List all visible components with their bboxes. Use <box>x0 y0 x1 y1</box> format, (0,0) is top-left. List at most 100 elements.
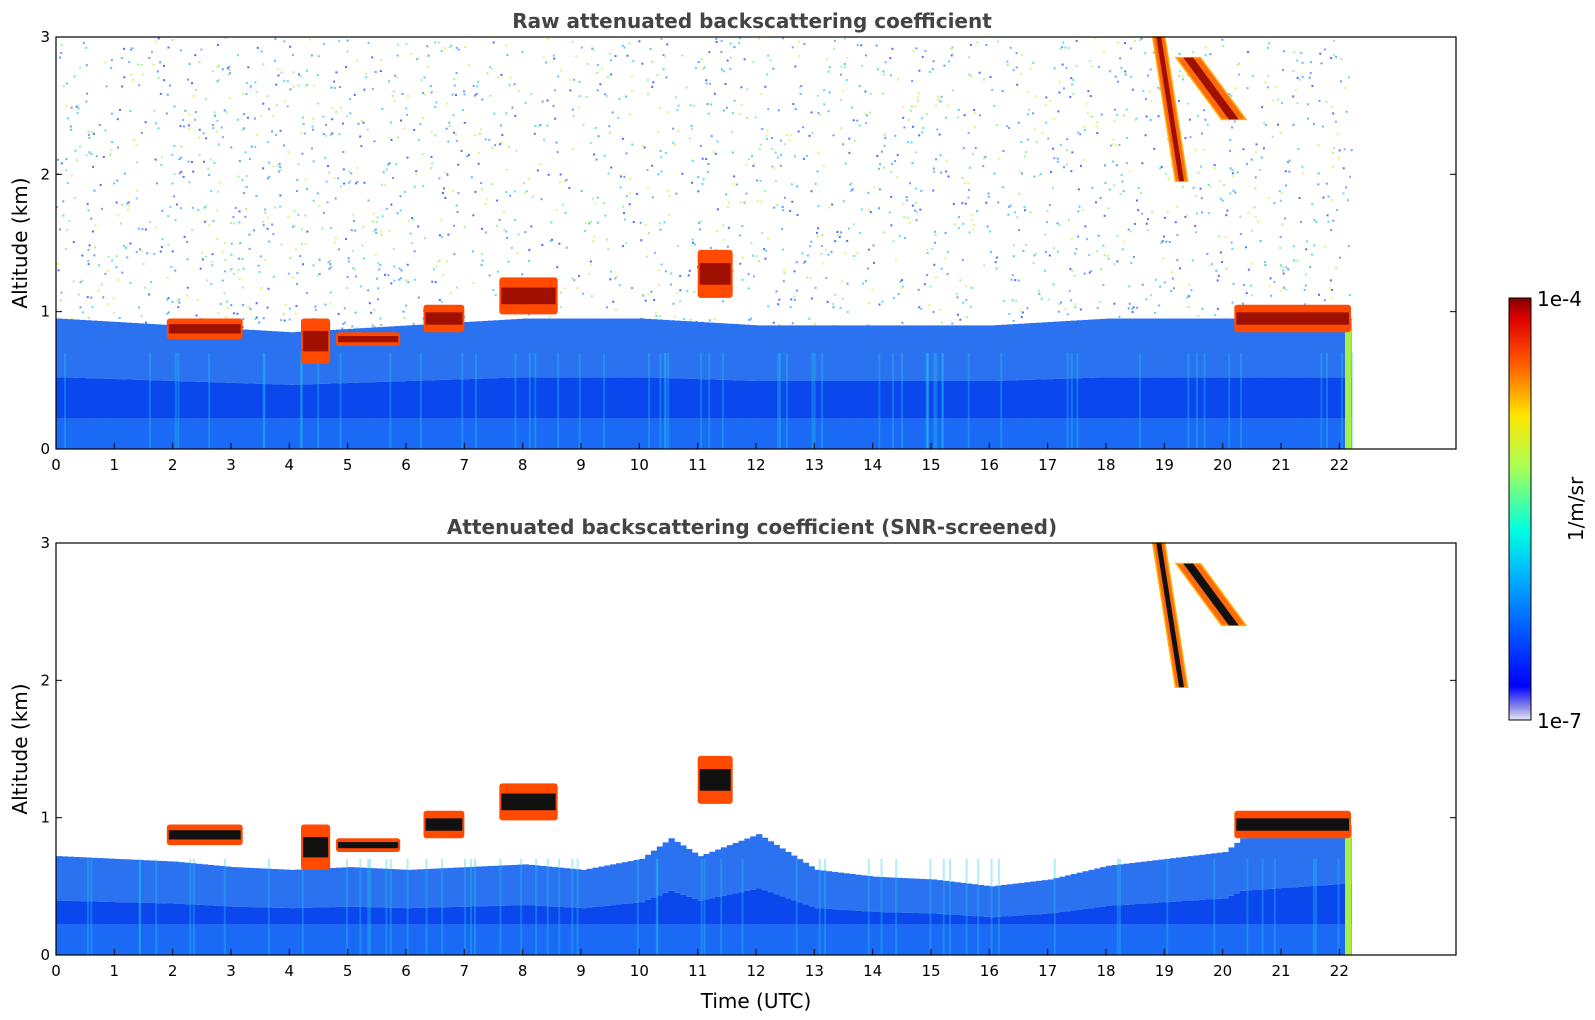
bl-streak <box>1195 352 1198 449</box>
bl-streak <box>578 352 581 449</box>
bl-streak <box>155 858 158 955</box>
bl-streak <box>895 858 898 955</box>
bl-streak <box>892 352 895 449</box>
fall-streak-core-1 <box>1183 563 1239 626</box>
bl-streak <box>90 858 93 955</box>
bl-streak <box>703 858 706 955</box>
bl-streak <box>977 858 980 955</box>
x-tick-label: 22 <box>1330 962 1349 980</box>
bl-streak <box>138 858 141 955</box>
x-tick-label: 18 <box>1096 962 1115 980</box>
bl-streak <box>528 352 531 449</box>
bl-streak <box>1273 858 1276 955</box>
y-tick-label: 3 <box>40 28 50 46</box>
x-tick-label: 1 <box>110 962 120 980</box>
bl-streak <box>942 858 945 955</box>
bl-streak <box>933 352 936 449</box>
bl-streak <box>1350 352 1353 449</box>
bl-streak <box>927 352 930 449</box>
x-tick-label: 3 <box>226 456 236 474</box>
bl-streak <box>1246 858 1249 955</box>
bl-streak <box>901 352 904 449</box>
bl-streak <box>925 352 928 449</box>
bl-streak <box>367 858 370 955</box>
bl-streak <box>406 858 409 955</box>
x-tick-label: 3 <box>226 962 236 980</box>
bl-streak <box>655 858 658 955</box>
cloud-core-1 <box>303 330 329 352</box>
x-tick-label: 17 <box>1038 962 1057 980</box>
bl-streak <box>818 858 821 955</box>
bl-streak <box>369 858 372 955</box>
bl-streak <box>499 858 502 955</box>
bl-streak <box>878 352 881 449</box>
bl-streak <box>1066 352 1069 449</box>
x-tick-label: 2 <box>168 456 178 474</box>
x-tick-label: 13 <box>805 456 824 474</box>
x-tick-label: 4 <box>285 962 295 980</box>
bl-streak <box>813 352 816 449</box>
cloud-core-2 <box>338 842 399 849</box>
bl-streak <box>821 352 824 449</box>
bl-streak <box>419 352 422 449</box>
bl-streak <box>571 858 574 955</box>
cloud-core-4 <box>501 793 556 811</box>
bl-streak <box>778 352 781 449</box>
x-tick-label: 21 <box>1271 962 1290 980</box>
bl-streak <box>63 352 66 449</box>
x-tick-label: 22 <box>1330 456 1349 474</box>
x-tick-label: 16 <box>980 456 999 474</box>
bl-streak <box>700 352 703 449</box>
bl-streak <box>667 352 670 449</box>
bl-streak <box>461 352 464 449</box>
bl-streak <box>720 858 723 955</box>
bl-streak <box>990 858 993 955</box>
bl-streak <box>1118 858 1121 955</box>
panel-raw-y-label: Altitude (km) <box>8 177 32 308</box>
bl-streak <box>636 858 639 955</box>
bl-streak <box>177 352 180 449</box>
bl-streak <box>86 858 89 955</box>
bl-streak <box>1203 352 1206 449</box>
bl-streak <box>473 858 476 955</box>
bl-streak <box>148 352 151 449</box>
bl-streak <box>811 352 814 449</box>
bl-streak <box>138 858 141 955</box>
bl-streak <box>1337 858 1340 955</box>
x-tick-label: 12 <box>746 456 765 474</box>
bl-streak <box>1116 858 1119 955</box>
y-tick-label: 1 <box>40 303 50 321</box>
bl-streak <box>441 858 444 955</box>
bl-streak <box>824 858 827 955</box>
bl-streak <box>663 352 666 449</box>
panel-screened-title: Attenuated backscattering coefficient (S… <box>447 515 1057 539</box>
bl-streak <box>656 858 659 955</box>
x-tick-label: 20 <box>1213 962 1232 980</box>
data-end-edge <box>1345 831 1351 955</box>
x-tick-label: 15 <box>921 962 940 980</box>
x-tick-label: 2 <box>168 962 178 980</box>
y-tick-label: 2 <box>40 165 50 183</box>
bl-streak <box>1187 352 1190 449</box>
x-tick-label: 16 <box>980 962 999 980</box>
bl-streak <box>345 858 348 955</box>
x-tick-label: 20 <box>1213 456 1232 474</box>
x-tick-label: 14 <box>863 962 882 980</box>
bl-streak <box>385 858 388 955</box>
x-tick-label: 10 <box>630 456 649 474</box>
y-tick-label: 1 <box>40 809 50 827</box>
x-tick-label: 11 <box>688 962 707 980</box>
bl-streak <box>267 858 270 955</box>
x-tick-label: 4 <box>285 456 295 474</box>
colorbar-max-label: 1e-4 <box>1537 287 1582 311</box>
bl-streak <box>648 352 651 449</box>
x-tick-label: 11 <box>688 456 707 474</box>
bl-streak <box>576 858 579 955</box>
bl-streak <box>795 858 798 955</box>
bl-streak <box>721 352 724 449</box>
bl-streak <box>880 858 883 955</box>
bl-streak <box>997 858 1000 955</box>
bl-streak <box>359 858 362 955</box>
bl-streak <box>867 858 870 955</box>
